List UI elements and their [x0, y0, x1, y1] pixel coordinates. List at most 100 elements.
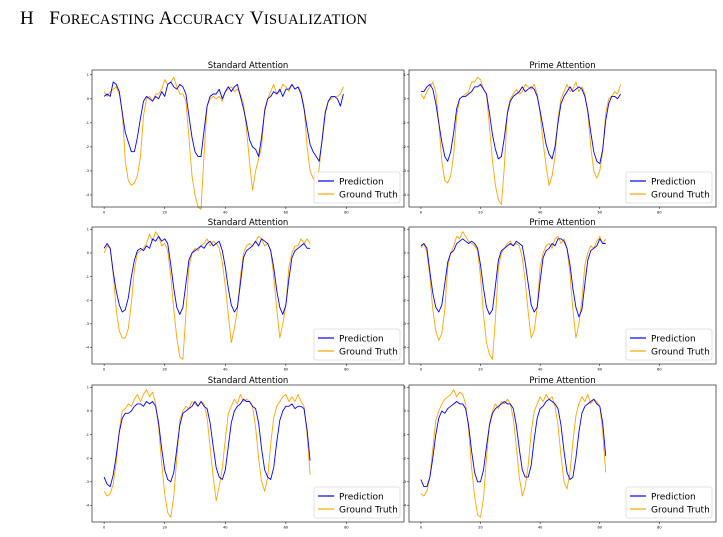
chart-panel-4: Prime Attention 0 20 40 60 80 1 0 -1 -2 -3 -4 Predic… — [403, 218, 717, 372]
prediction-line — [420, 238, 606, 318]
chart-legend: Prediction Ground Truth — [313, 171, 401, 204]
y-tick-label: -2 — [403, 456, 407, 460]
y-tick-label: -4 — [86, 504, 90, 508]
y-tick-label: 0 — [404, 409, 406, 413]
prediction-line — [420, 83, 621, 165]
ground-truth-line — [103, 389, 311, 518]
legend-prediction-label: Prediction — [651, 177, 696, 187]
y-tick-label: -1 — [86, 275, 90, 279]
legend-box — [625, 328, 713, 361]
y-tick-label: 0 — [87, 251, 89, 255]
x-tick-label: 40 — [538, 526, 542, 530]
y-tick-label: -2 — [403, 145, 407, 149]
y-tick-label: -4 — [403, 346, 407, 350]
legend-box — [313, 486, 401, 519]
y-tick-label: -1 — [86, 121, 90, 125]
legend-ground-truth-label: Ground Truth — [651, 347, 710, 357]
legend-prediction-label: Prediction — [339, 334, 384, 344]
x-tick-label: 60 — [284, 526, 288, 530]
x-tick-label: 20 — [162, 368, 166, 372]
x-tick-label: 80 — [657, 211, 661, 215]
x-tick-label: 0 — [103, 526, 105, 530]
plot-frame — [408, 69, 717, 208]
x-tick-label: 80 — [657, 526, 661, 530]
chart-panel-6: Prime Attention 0 20 40 60 80 1 0 -1 -2 -3 -4 Predic… — [403, 376, 717, 530]
y-tick-label: -2 — [403, 298, 407, 302]
y-tick-label: 1 — [404, 73, 406, 77]
legend-prediction-label: Prediction — [339, 492, 384, 502]
legend-box — [313, 328, 401, 361]
legend-ground-truth-label: Ground Truth — [651, 505, 710, 515]
ground-truth-line — [420, 76, 622, 206]
y-tick-label: 0 — [404, 97, 406, 101]
y-tick-label: 1 — [87, 386, 89, 390]
x-tick-label: 0 — [420, 526, 422, 530]
ground-truth-line — [420, 231, 607, 360]
x-tick-label: 40 — [223, 368, 227, 372]
x-tick-label: 80 — [657, 368, 661, 372]
section-title: Forecasting Accuracy Visualization — [49, 8, 368, 29]
ground-truth-line — [103, 76, 344, 210]
y-tick-label: -3 — [403, 322, 407, 326]
y-tick-label: -3 — [86, 480, 90, 484]
x-tick-label: 80 — [344, 368, 348, 372]
x-tick-label: 20 — [478, 211, 482, 215]
y-tick-label: -2 — [86, 298, 90, 302]
y-tick-label: -3 — [403, 480, 407, 484]
y-tick-label: 0 — [87, 97, 89, 101]
y-tick-label: -3 — [86, 169, 90, 173]
ground-truth-line — [103, 231, 311, 360]
legend-box — [313, 171, 401, 204]
chart-title: Standard Attention — [208, 61, 289, 71]
y-tick-label: 0 — [404, 251, 406, 255]
prediction-line — [103, 235, 311, 315]
chart-title: Prime Attention — [529, 61, 595, 71]
y-tick-label: -4 — [403, 193, 407, 197]
plot-frame — [408, 384, 717, 523]
x-tick-label: 60 — [284, 368, 288, 372]
legend-ground-truth-label: Ground Truth — [651, 190, 710, 200]
chart-panel-2: Prime Attention 0 20 40 60 80 1 0 -1 -2 -3 -4 Predic… — [403, 61, 717, 215]
chart-legend: Prediction Ground Truth — [625, 328, 713, 361]
x-tick-label: 20 — [478, 526, 482, 530]
ground-truth-line — [420, 389, 607, 518]
section-letter: H — [20, 8, 35, 29]
x-tick-label: 20 — [162, 211, 166, 215]
chart-title: Prime Attention — [529, 218, 595, 228]
x-tick-label: 60 — [284, 211, 288, 215]
chart-legend: Prediction Ground Truth — [625, 171, 713, 204]
y-tick-label: 0 — [87, 409, 89, 413]
x-tick-label: 60 — [598, 526, 602, 530]
y-tick-label: -1 — [403, 275, 407, 279]
x-tick-label: 0 — [103, 368, 105, 372]
x-tick-label: 0 — [420, 211, 422, 215]
x-tick-label: 80 — [344, 211, 348, 215]
x-tick-label: 40 — [223, 211, 227, 215]
legend-prediction-label: Prediction — [651, 492, 696, 502]
x-tick-label: 0 — [420, 368, 422, 372]
x-tick-label: 80 — [344, 526, 348, 530]
y-tick-label: -2 — [86, 456, 90, 460]
plot-frame — [91, 384, 405, 523]
y-tick-label: -1 — [403, 433, 407, 437]
legend-box — [625, 486, 713, 519]
legend-box — [625, 171, 713, 204]
y-tick-label: -2 — [86, 145, 90, 149]
y-tick-label: -1 — [86, 433, 90, 437]
y-tick-label: -4 — [86, 346, 90, 350]
y-tick-label: 1 — [87, 228, 89, 232]
legend-prediction-label: Prediction — [339, 177, 384, 187]
legend-prediction-label: Prediction — [651, 334, 696, 344]
chart-legend: Prediction Ground Truth — [625, 486, 713, 519]
y-tick-label: -3 — [86, 322, 90, 326]
y-tick-label: 1 — [404, 228, 406, 232]
prediction-line — [103, 398, 311, 488]
x-tick-label: 20 — [162, 526, 166, 530]
x-tick-label: 60 — [598, 211, 602, 215]
legend-ground-truth-label: Ground Truth — [339, 347, 398, 357]
chart-title: Standard Attention — [208, 376, 289, 386]
chart-title: Prime Attention — [529, 376, 595, 386]
